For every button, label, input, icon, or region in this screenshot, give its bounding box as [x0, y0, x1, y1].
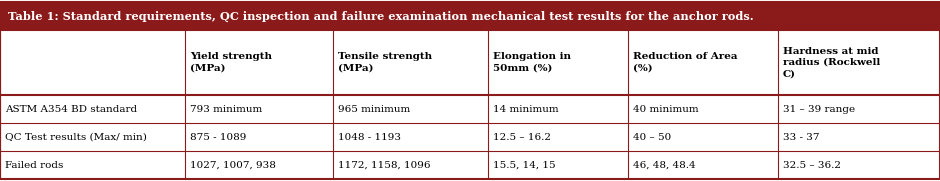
- Text: 32.5 – 36.2: 32.5 – 36.2: [783, 161, 841, 169]
- Text: 40 minimum: 40 minimum: [633, 104, 698, 113]
- Text: 33 - 37: 33 - 37: [783, 132, 820, 142]
- Text: ASTM A354 BD standard: ASTM A354 BD standard: [5, 104, 137, 113]
- Text: 15.5, 14, 15: 15.5, 14, 15: [493, 161, 556, 169]
- Text: 31 – 39 range: 31 – 39 range: [783, 104, 855, 113]
- Bar: [0, 30, 940, 179]
- Text: 1027, 1007, 938: 1027, 1007, 938: [190, 161, 275, 169]
- Text: Tensile strength
(MPa): Tensile strength (MPa): [338, 52, 432, 73]
- Text: Yield strength
(MPa): Yield strength (MPa): [190, 52, 272, 73]
- Text: QC Test results (Max/ min): QC Test results (Max/ min): [5, 132, 147, 142]
- Text: 793 minimum: 793 minimum: [190, 104, 262, 113]
- Text: 1048 - 1193: 1048 - 1193: [338, 132, 401, 142]
- Text: 965 minimum: 965 minimum: [338, 104, 410, 113]
- Text: 46, 48, 48.4: 46, 48, 48.4: [633, 161, 696, 169]
- Text: 40 – 50: 40 – 50: [633, 132, 671, 142]
- Text: 12.5 – 16.2: 12.5 – 16.2: [493, 132, 551, 142]
- Bar: [0, 2, 940, 30]
- Text: Elongation in
50mm (%): Elongation in 50mm (%): [493, 52, 571, 73]
- Text: Table 1: Standard requirements, QC inspection and failure examination mechanical: Table 1: Standard requirements, QC inspe…: [8, 10, 754, 22]
- Text: 14 minimum: 14 minimum: [493, 104, 558, 113]
- Text: Hardness at mid
radius (Rockwell
C): Hardness at mid radius (Rockwell C): [783, 47, 880, 78]
- Text: Reduction of Area
(%): Reduction of Area (%): [633, 52, 738, 73]
- Text: Failed rods: Failed rods: [5, 161, 63, 169]
- Text: 1172, 1158, 1096: 1172, 1158, 1096: [338, 161, 431, 169]
- Text: 875 - 1089: 875 - 1089: [190, 132, 246, 142]
